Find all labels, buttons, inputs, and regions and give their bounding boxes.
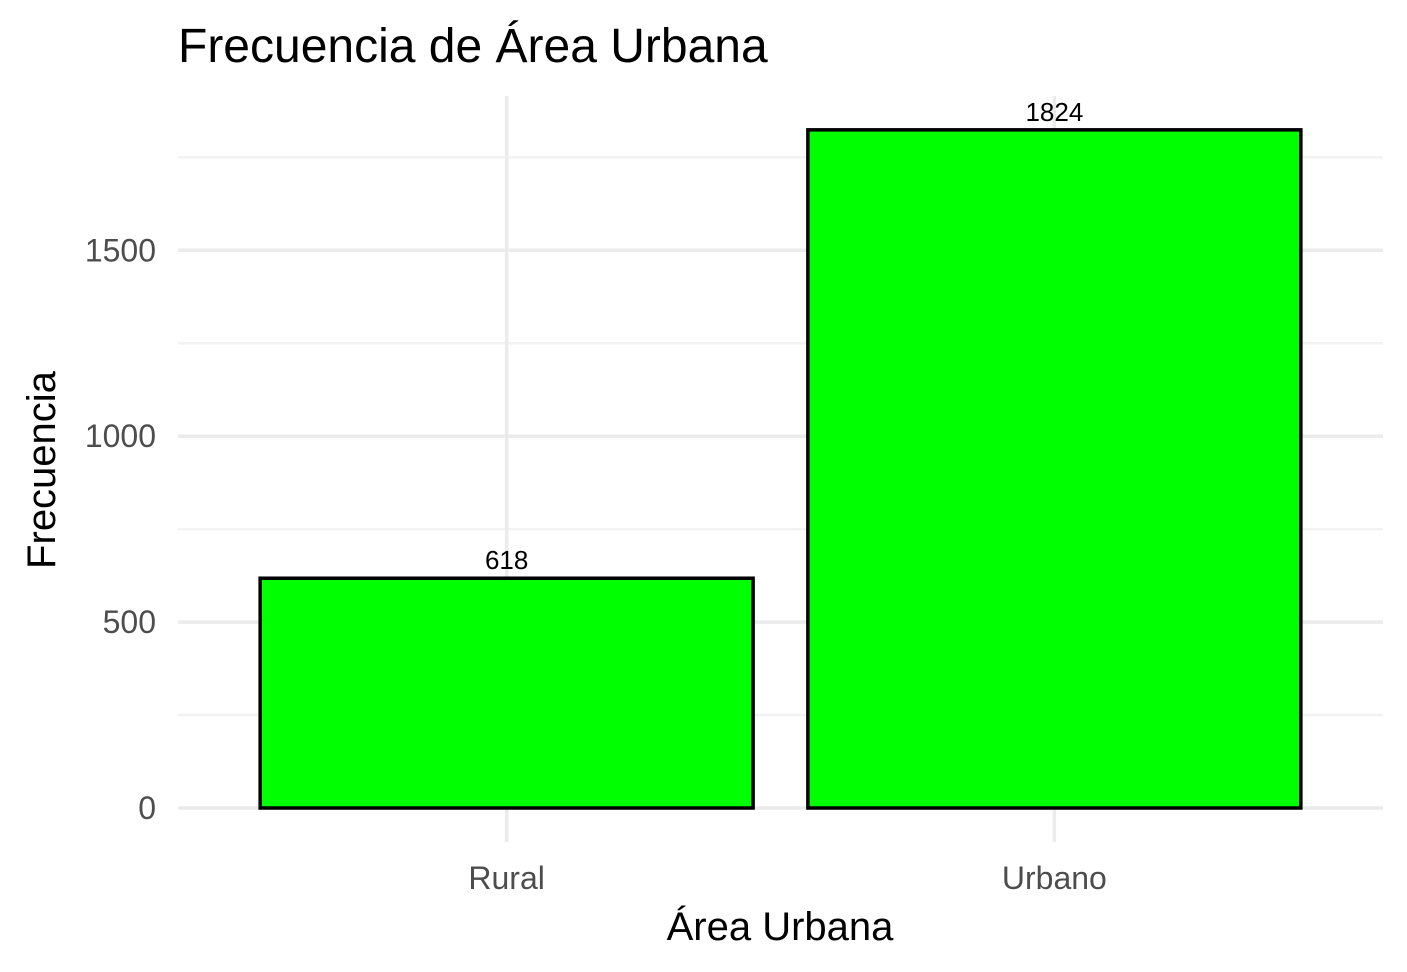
- chart-title: Frecuencia de Área Urbana: [178, 20, 768, 73]
- y-tick-label: 1500: [85, 232, 156, 268]
- y-axis-ticks: 0 500 1000 1500: [85, 232, 156, 826]
- y-tick-label: 0: [138, 790, 156, 826]
- x-axis-title: Área Urbana: [667, 904, 895, 949]
- bars: [258, 128, 1303, 810]
- y-axis-title: Frecuencia: [20, 370, 64, 569]
- x-tick-label: Urbano: [1002, 860, 1107, 896]
- bar-rural: [258, 576, 755, 810]
- x-axis-ticks: Rural Urbano: [468, 860, 1106, 896]
- data-label: 618: [485, 545, 528, 575]
- x-tick-label: Rural: [468, 860, 544, 896]
- data-labels: 618 1824: [485, 97, 1083, 575]
- y-tick-label: 500: [103, 604, 156, 640]
- y-tick-label: 1000: [85, 418, 156, 454]
- bar-urbano: [806, 128, 1303, 810]
- data-label: 1824: [1025, 97, 1083, 127]
